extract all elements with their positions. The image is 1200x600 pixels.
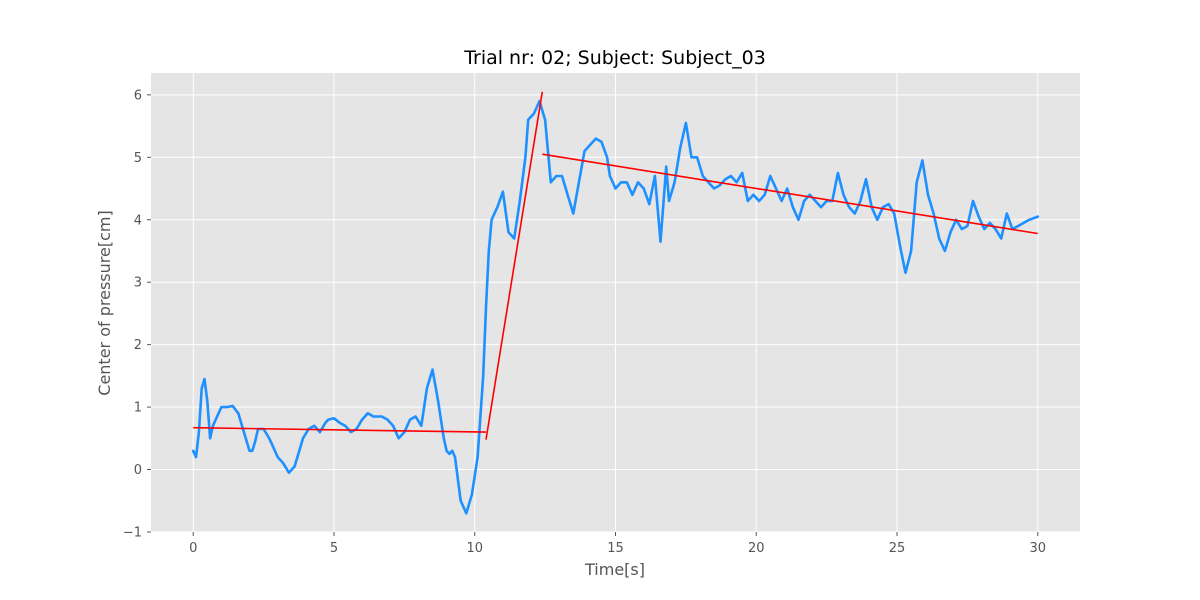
y-axis-label: Center of pressure[cm]: [95, 210, 114, 395]
grid-lines: [151, 73, 1080, 533]
fit-segment-line: [485, 91, 544, 440]
y-tick-labels: −1 0 1 2 3 4 5 6: [123, 88, 142, 540]
fit-segment-line: [193, 426, 487, 433]
x-tick-label: 30: [1029, 541, 1046, 556]
x-tick-label: 5: [330, 541, 338, 556]
y-tick-label: 0: [134, 463, 142, 478]
data-series: [191, 91, 1040, 515]
y-tick-label: −1: [123, 526, 142, 541]
x-axis-label: Time[s]: [584, 560, 645, 579]
axis-ticks: [147, 94, 1039, 536]
x-tick-label: 25: [889, 541, 906, 556]
y-tick-label: 5: [134, 151, 142, 166]
x-tick-label: 0: [189, 541, 197, 556]
x-tick-label: 20: [748, 541, 765, 556]
chart-title: Trial nr: 02; Subject: Subject_03: [463, 47, 766, 69]
fit-segment-line: [542, 153, 1038, 235]
y-tick-label: 6: [134, 88, 142, 103]
y-tick-label: 3: [134, 276, 142, 291]
y-tick-label: 2: [134, 338, 142, 353]
x-tick-label: 10: [466, 541, 483, 556]
y-tick-label: 1: [134, 401, 142, 416]
x-tick-labels: 0 5 10 15 20 25 30: [189, 541, 1046, 556]
x-tick-label: 15: [607, 541, 624, 556]
y-tick-label: 4: [134, 213, 142, 228]
